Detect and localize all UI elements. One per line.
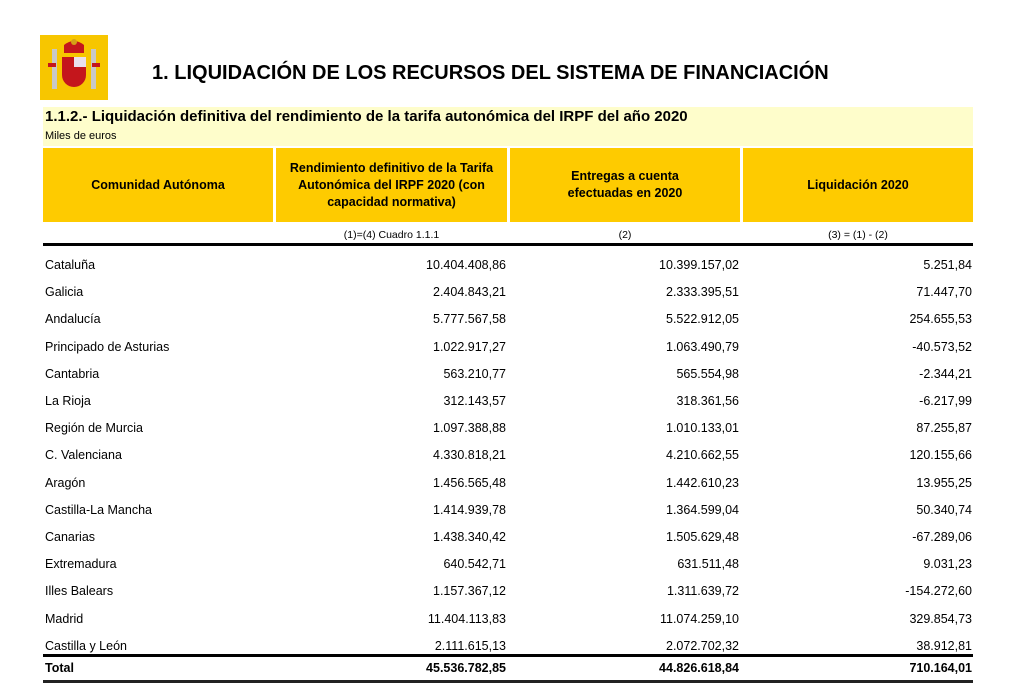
table-cell: 4.330.818,21 <box>433 448 506 463</box>
total-top-rule <box>43 654 973 657</box>
table-cell: 329.854,73 <box>909 611 972 626</box>
region-name: Extremadura <box>45 557 117 572</box>
table-row: Canarias 1.438.340,42 1.505.629,48 -67.289,… <box>43 530 973 550</box>
table-cell: 9.031,23 <box>923 557 972 572</box>
table-cell: 87.255,87 <box>916 421 972 436</box>
header-rule <box>43 243 973 246</box>
table-row: Castilla y León 2.111.615,13 2.072.702,32 3… <box>43 639 973 659</box>
region-name: Castilla y León <box>45 638 127 653</box>
column-note: (2) <box>618 229 632 241</box>
total-bottom-rule <box>43 680 973 683</box>
table-cell: 565.554,98 <box>676 366 739 381</box>
table-cell: -154.272,60 <box>905 584 972 599</box>
table-cell: 2.111.615,13 <box>434 638 506 653</box>
table-cell: -40.573,52 <box>912 339 972 354</box>
region-name: Aragón <box>45 475 86 490</box>
total-cell: 710.164,01 <box>909 661 972 675</box>
region-name: Illes Balears <box>45 584 114 599</box>
table-row: Cantabria 563.210,77 565.554,98 -2.344,21 <box>43 367 973 387</box>
table-row: Andalucía 5.777.567,58 5.522.912,05 254.655… <box>43 312 973 332</box>
table-cell: 1.505.629,48 <box>666 530 739 544</box>
table-cell: 1.010.133,01 <box>666 421 739 436</box>
table-cell: 1.022.917,27 <box>433 339 506 354</box>
table-cell: 10.404.408,86 <box>426 258 506 272</box>
region-name: Cataluña <box>45 258 96 272</box>
column-header-entregas: Entregas a cuenta efectuadas en 2020 <box>510 148 740 222</box>
table-cell: 631.511,48 <box>677 557 739 572</box>
table-cell: 5.777.567,58 <box>433 312 506 327</box>
table-cell: 640.542,71 <box>443 557 506 572</box>
table-cell: 1.438.340,42 <box>433 530 506 544</box>
total-cell: 45.536.782,85 <box>426 661 506 675</box>
table-cell: 10.399.157,02 <box>659 258 739 272</box>
table-cell: 312.143,57 <box>443 394 506 408</box>
region-name: Galicia <box>45 285 84 300</box>
table-cell: 5.522.912,05 <box>666 312 739 327</box>
table-row: Castilla-La Mancha 1.414.939,78 1.364.599,… <box>43 503 973 523</box>
coat-of-arms-logo <box>40 35 108 100</box>
table-cell: 2.404.843,21 <box>433 285 506 300</box>
table-row: Galicia 2.404.843,21 2.333.395,51 71.447,70 <box>43 285 973 305</box>
table-cell: 1.364.599,04 <box>666 502 739 517</box>
section-subtitle: 1.1.2.- Liquidación definitiva del rendi… <box>45 108 688 125</box>
region-name: La Rioja <box>45 394 91 408</box>
table-cell: 71.447,70 <box>916 285 972 300</box>
total-row: Total 45.536.782,85 44.826.618,84 710.16… <box>43 661 973 681</box>
column-header-comunidad: Comunidad Autónoma <box>43 148 273 222</box>
table-row: Principado de Asturias 1.022.917,27 1.063.… <box>43 340 973 360</box>
table-cell: 1.442.610,23 <box>666 475 739 490</box>
table-row: Cataluña 10.404.408,86 10.399.157,02 5.251,… <box>43 258 973 278</box>
region-name: Cantabria <box>45 366 100 381</box>
page-title: 1. LIQUIDACIÓN DE LOS RECURSOS DEL SISTE… <box>152 62 829 84</box>
region-name: Castilla-La Mancha <box>45 502 152 517</box>
column-header-liquidacion: Liquidación 2020 <box>743 148 973 222</box>
section-band <box>43 107 973 146</box>
table-cell: -67.289,06 <box>912 530 972 544</box>
column-note: (1)=(4) Cuadro 1.1.1 <box>343 229 440 241</box>
table-cell: -2.344,21 <box>919 366 972 381</box>
table-cell: 11.404.113,83 <box>427 611 506 626</box>
table-cell: 318.361,56 <box>676 394 739 408</box>
table-cell: 11.074.259,10 <box>659 611 739 626</box>
table-cell: 1.063.490,79 <box>666 339 739 354</box>
table-cell: 2.072.702,32 <box>666 638 739 653</box>
table-row: C. Valenciana 4.330.818,21 4.210.662,55 120… <box>43 448 973 468</box>
table-cell: 120.155,66 <box>909 448 972 463</box>
total-label: Total <box>45 661 74 675</box>
total-cell: 44.826.618,84 <box>659 661 739 675</box>
table-cell: 38.912,81 <box>916 638 972 653</box>
table-row: Extremadura 640.542,71 631.511,48 9.031,23 <box>43 557 973 577</box>
table-row: Aragón 1.456.565,48 1.442.610,23 13.955,25 <box>43 476 973 496</box>
table-cell: 2.333.395,51 <box>666 285 739 300</box>
region-name: Región de Murcia <box>45 421 143 436</box>
table-cell: 1.311.639,72 <box>666 584 739 599</box>
table-cell: 50.340,74 <box>916 502 972 517</box>
table-cell: 254.655,53 <box>909 312 972 327</box>
table-cell: 1.456.565,48 <box>433 475 506 490</box>
table-cell: -6.217,99 <box>919 394 972 408</box>
column-note: (3) = (1) - (2) <box>828 229 888 241</box>
table-row: Illes Balears 1.157.367,12 1.311.639,72 -15… <box>43 584 973 604</box>
region-name: C. Valenciana <box>45 448 122 463</box>
units-label: Miles de euros <box>45 130 117 142</box>
table-row: Madrid 11.404.113,83 11.074.259,10 329.854,… <box>43 612 973 632</box>
table-cell: 563.210,77 <box>443 366 506 381</box>
table-row: La Rioja 312.143,57 318.361,56 -6.217,99 <box>43 394 973 414</box>
column-header-rendimiento: Rendimiento definitivo de la Tarifa Auto… <box>276 148 507 222</box>
table-cell: 1.414.939,78 <box>433 502 506 517</box>
region-name: Madrid <box>45 611 84 626</box>
region-name: Principado de Asturias <box>45 339 170 354</box>
table-cell: 4.210.662,55 <box>666 448 739 463</box>
table-cell: 1.097.388,88 <box>433 421 506 436</box>
table-cell: 1.157.367,12 <box>433 584 506 599</box>
table-row: Región de Murcia 1.097.388,88 1.010.133,01… <box>43 421 973 441</box>
table-cell: 5.251,84 <box>923 258 972 272</box>
table-cell: 13.955,25 <box>916 475 972 490</box>
region-name: Canarias <box>45 530 96 544</box>
region-name: Andalucía <box>45 312 101 327</box>
